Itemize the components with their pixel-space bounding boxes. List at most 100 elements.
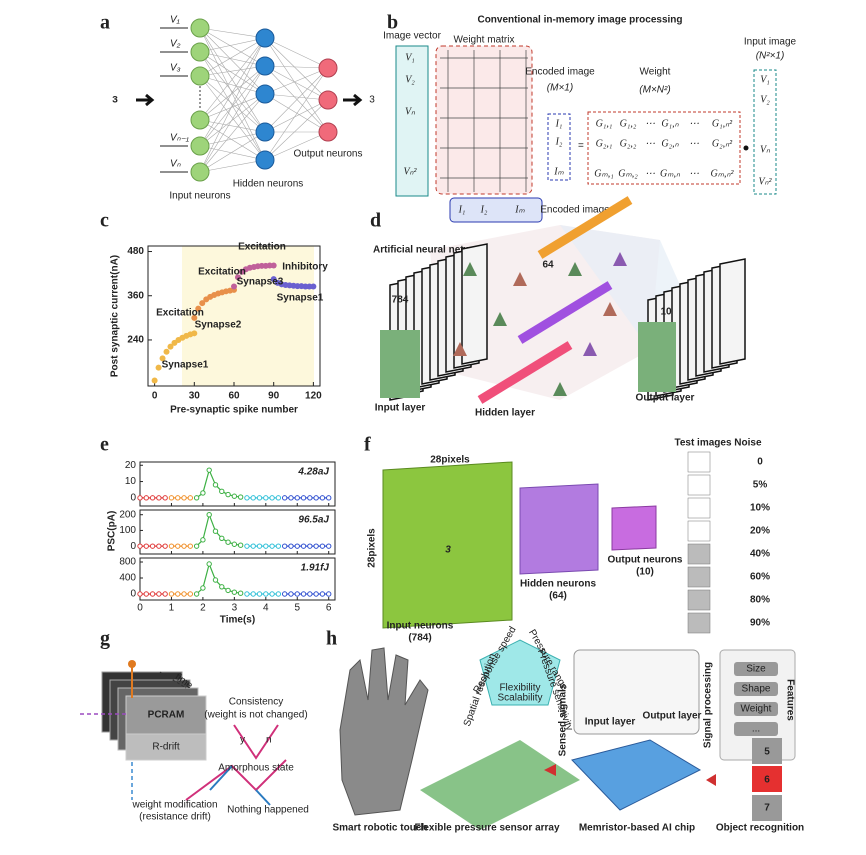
input-label: Vₙ: [170, 159, 182, 170]
axis-label: Output neurons: [294, 149, 363, 160]
output-neuron: [318, 58, 338, 78]
matrix-entry: G₂,₂: [620, 138, 637, 149]
edge: [264, 65, 329, 101]
caption: Memristor-based AI chip: [579, 823, 695, 834]
digit: 3: [445, 545, 451, 556]
point: [163, 348, 170, 355]
point: [263, 543, 269, 549]
noise-label: 60%: [750, 572, 770, 583]
edge: [264, 67, 329, 133]
edge: [264, 93, 329, 133]
label: Vₙ²: [758, 176, 772, 187]
point: [263, 591, 269, 597]
y-axis-label: Post synaptic current(nA): [110, 255, 121, 377]
box: [449, 197, 543, 223]
input-neuron: [190, 110, 210, 130]
label: I₂: [480, 204, 488, 215]
point: [156, 543, 162, 549]
edge: [199, 27, 266, 133]
x-tick-label: 120: [305, 391, 322, 402]
matrix-entry: G₁,₂: [620, 118, 637, 129]
point: [193, 495, 200, 501]
edge: [264, 99, 329, 161]
point: [143, 543, 149, 549]
panel-letter: d: [370, 210, 381, 232]
noise-label: 0: [757, 457, 763, 468]
axis-label: Input neurons: [169, 191, 230, 202]
point: [199, 300, 206, 307]
y-tick-label: 0: [130, 492, 136, 503]
edge: [199, 65, 266, 147]
label: (N²×1): [756, 51, 785, 62]
label: (resistance drift): [139, 812, 211, 823]
label: V₂: [405, 74, 415, 85]
edge: [264, 37, 329, 133]
point: [193, 543, 200, 549]
matrix-entry: Gₘ,₁: [594, 168, 613, 179]
panel-letter: a: [100, 12, 110, 34]
edge: [199, 75, 266, 161]
point: [288, 591, 294, 597]
point: [250, 495, 256, 501]
point: [137, 495, 143, 501]
point: [162, 495, 168, 501]
digit: 3: [112, 96, 118, 107]
point: [175, 495, 181, 501]
point: [256, 495, 263, 501]
label: Iₘ: [514, 204, 525, 215]
box: [395, 45, 429, 197]
label: Input layer: [375, 403, 426, 414]
point: [275, 543, 282, 549]
edge: [199, 51, 266, 67]
point: [181, 495, 187, 501]
y-tick-label: 0: [130, 541, 136, 552]
point: [206, 561, 212, 567]
label: Output neurons: [608, 555, 683, 566]
hidden-neuron: [255, 28, 275, 48]
hidden-neuron: [255, 84, 275, 104]
point: [149, 543, 156, 549]
neuron-shape: [583, 342, 597, 356]
digit: 6: [764, 775, 770, 786]
point: [200, 585, 206, 591]
arrow: [343, 93, 363, 107]
neuron-shape: [613, 252, 627, 266]
label: R-drift: [152, 742, 179, 753]
annotation: 1.91fJ: [301, 563, 330, 574]
matrix-entry: G₁,ₙ²: [712, 118, 733, 129]
edge: [199, 37, 266, 77]
x-tick-label: 2: [200, 603, 206, 614]
feature-box: [734, 662, 778, 676]
y-tick-label: 360: [127, 290, 144, 301]
point: [234, 274, 241, 281]
point: [313, 543, 319, 549]
point: [250, 543, 256, 549]
label: Encoded image: [540, 205, 610, 216]
test-image: [687, 451, 711, 473]
label: ...: [752, 724, 760, 735]
point: [168, 543, 175, 549]
edge: [264, 37, 329, 101]
point: [206, 467, 212, 473]
label: Test images Noise: [674, 438, 762, 449]
point: [149, 591, 156, 597]
label: Image vector: [383, 31, 441, 42]
point: [288, 543, 294, 549]
point: [191, 330, 198, 337]
label: Artificial neural network: [373, 245, 487, 256]
hidden-neuron: [255, 150, 275, 170]
operator: [743, 145, 749, 151]
point: [155, 364, 162, 371]
point: [281, 495, 288, 501]
caption: Object recognition: [716, 823, 804, 834]
point: [294, 591, 300, 597]
input-neuron: [190, 136, 210, 156]
point: [294, 495, 300, 501]
x-tick-label: 60: [228, 391, 240, 402]
edge: [199, 37, 266, 53]
edge: [199, 37, 266, 173]
point: [156, 495, 162, 501]
point: [187, 543, 194, 549]
hidden-neuron: [255, 56, 275, 76]
annotation: Excitation: [198, 267, 246, 278]
